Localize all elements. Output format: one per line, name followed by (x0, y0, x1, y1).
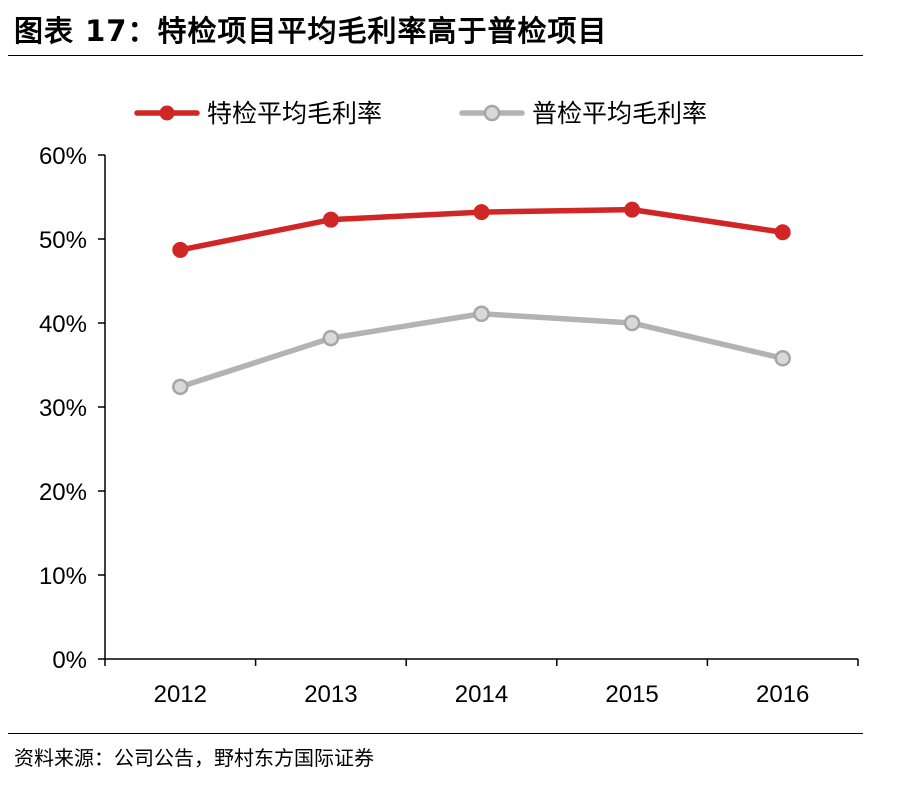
series-2-point (473, 305, 490, 323)
x-tick-label: 2016 (756, 681, 809, 708)
y-tick-label: 30% (39, 395, 87, 422)
y-tick-label: 10% (39, 563, 87, 590)
y-tick-label: 20% (39, 479, 87, 506)
legend-marker-2 (483, 104, 501, 122)
series-1-point (624, 201, 641, 218)
series-2-point (172, 378, 189, 396)
series-1-point (774, 224, 791, 241)
y-tick-label: 0% (52, 647, 87, 674)
y-tick-label: 60% (39, 143, 87, 170)
x-tick-label: 2015 (605, 681, 658, 708)
series-2-point (322, 329, 340, 347)
source-divider (8, 733, 863, 734)
legend-label-2: 普检平均毛利率 (532, 99, 707, 128)
line-chart: 0% 10% 20% 30% 40% 50% 60% 2012 2013 2014 2015 2016… (39, 99, 859, 708)
source-note: 资料来源：公司公告，野村东方国际证券 (14, 746, 374, 770)
series-1-point (172, 241, 189, 258)
legend-marker-1 (159, 105, 175, 121)
x-tick-label: 2014 (455, 681, 508, 708)
series-1-point (322, 211, 339, 228)
title-divider (8, 55, 863, 56)
x-tick-label: 2013 (304, 681, 357, 708)
series-1-point (473, 204, 490, 221)
series-line-2 (177, 311, 786, 390)
x-tick-label: 2012 (154, 681, 207, 708)
y-tick-label: 50% (39, 227, 87, 254)
series-2-point (623, 314, 641, 332)
figure-title: 图表 17：特检项目平均毛利率高于普检项目 (14, 14, 608, 48)
legend-label-1: 特检平均毛利率 (207, 99, 382, 128)
y-tick-label: 40% (39, 311, 87, 338)
series-2-point (774, 350, 791, 367)
